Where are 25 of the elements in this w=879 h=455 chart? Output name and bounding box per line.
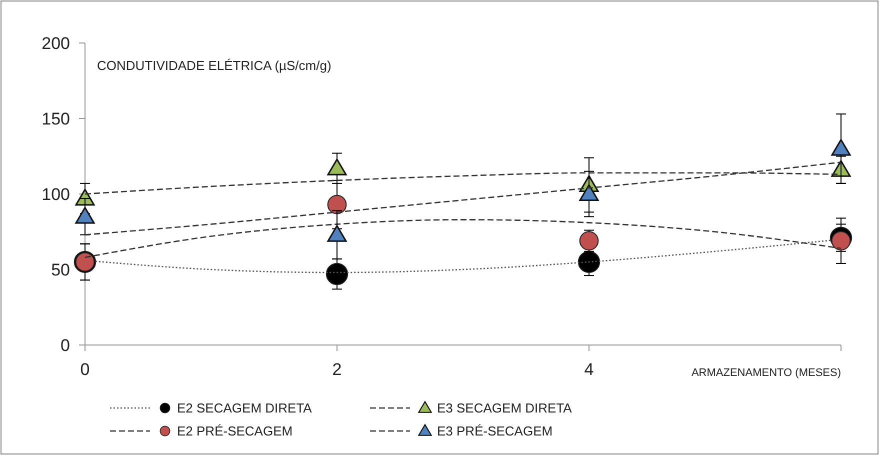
point: [75, 188, 95, 206]
y-axis-title: CONDUTIVIDADE ELÉTRICA (µS/cm/g): [97, 58, 332, 73]
point: [579, 231, 599, 251]
legend-label: E3 PRÉ-SECAGEM: [437, 424, 553, 439]
x-tick-label: 0: [80, 360, 90, 379]
point: [578, 250, 600, 274]
point: [327, 158, 347, 176]
point: [75, 206, 95, 224]
x-tick-label: 2: [332, 360, 342, 379]
point: [831, 138, 851, 156]
y-tick-label: 200: [42, 34, 70, 53]
x-tick-label: 4: [584, 360, 594, 379]
y-tick-label: 100: [42, 184, 70, 204]
point: [831, 231, 851, 251]
legend-label: E3 SECAGEM DIRETA: [437, 400, 572, 416]
legend-label: E2 SECAGEM DIRETA: [177, 400, 312, 416]
point: [326, 262, 348, 286]
x-axis-title: ARMAZENAMENTO (MESES): [691, 367, 841, 379]
point: [327, 225, 347, 242]
point: [327, 194, 347, 214]
y-tick-label: 50: [51, 260, 70, 280]
legend-label: E2 PRÉ-SECAGEM: [177, 424, 293, 439]
y-tick-label: 0: [60, 336, 70, 355]
point: [579, 184, 599, 202]
y-tick-label: 150: [42, 109, 70, 128]
